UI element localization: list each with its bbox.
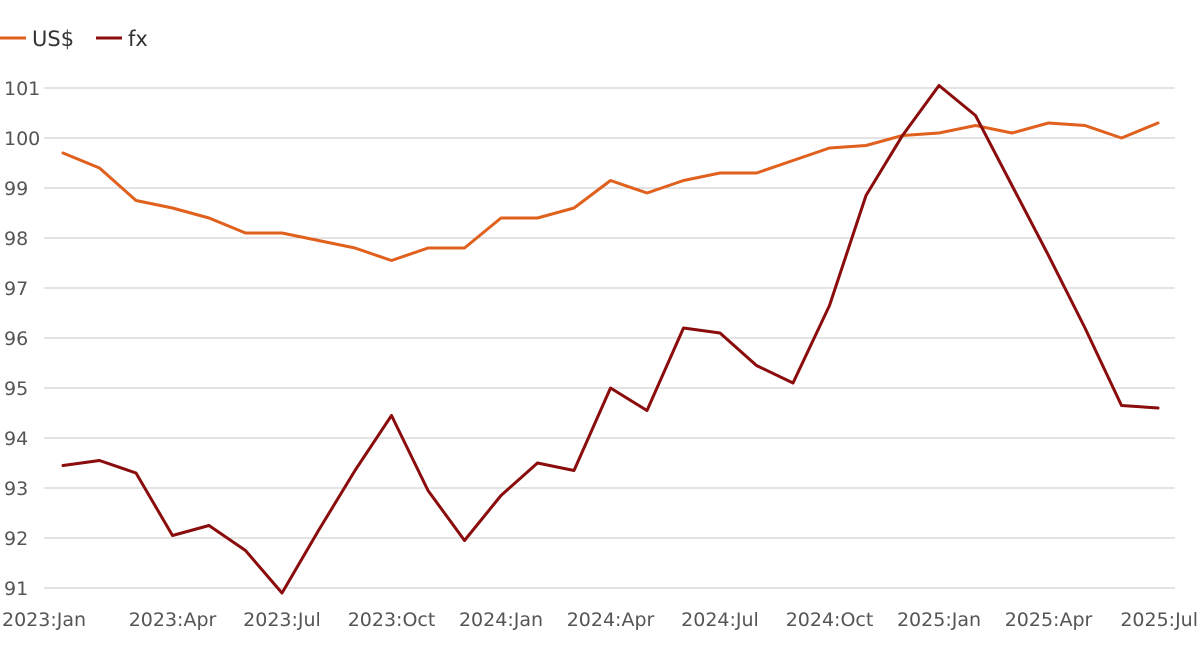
x-tick-label: 2024:Oct bbox=[786, 609, 874, 631]
legend-label: fx bbox=[128, 27, 148, 51]
x-tick-label: 2025:Jul bbox=[1120, 609, 1198, 631]
y-tick-label: 91 bbox=[4, 578, 28, 600]
legend-label: US$ bbox=[32, 27, 74, 51]
x-tick-label: 2023:Jan bbox=[2, 609, 86, 631]
x-axis-tick-labels: 2023:Jan 2023:Apr 2023:Jul 2023:Oct 2024:Jan… bbox=[2, 609, 1198, 631]
y-tick-label: 98 bbox=[4, 228, 28, 250]
y-tick-label: 101 bbox=[4, 78, 40, 100]
y-tick-label: 94 bbox=[4, 428, 28, 450]
x-tick-label: 2025:Apr bbox=[1005, 609, 1093, 631]
x-tick-label: 2024:Apr bbox=[567, 609, 655, 631]
y-tick-label: 99 bbox=[4, 178, 28, 200]
x-tick-label: 2023:Jul bbox=[243, 609, 321, 631]
x-tick-label: 2025:Jan bbox=[897, 609, 981, 631]
legend: US$ fx bbox=[0, 27, 148, 51]
y-tick-label: 100 bbox=[4, 128, 40, 150]
y-tick-label: 92 bbox=[4, 528, 28, 550]
series-lines bbox=[61, 84, 1160, 595]
y-axis-tick-labels: 91 92 93 94 95 96 97 98 99 100 101 bbox=[4, 78, 40, 600]
x-tick-label: 2023:Apr bbox=[129, 609, 217, 631]
y-tick-label: 93 bbox=[4, 478, 28, 500]
gridlines bbox=[44, 87, 1175, 589]
x-tick-label: 2024:Jul bbox=[681, 609, 759, 631]
x-tick-label: 2023:Oct bbox=[348, 609, 436, 631]
y-tick-label: 95 bbox=[4, 378, 28, 400]
series-line-fx bbox=[61, 84, 1160, 595]
y-tick-label: 96 bbox=[4, 328, 28, 350]
series-line-usd bbox=[61, 121, 1160, 262]
x-tick-label: 2024:Jan bbox=[459, 609, 543, 631]
y-tick-label: 97 bbox=[4, 278, 28, 300]
